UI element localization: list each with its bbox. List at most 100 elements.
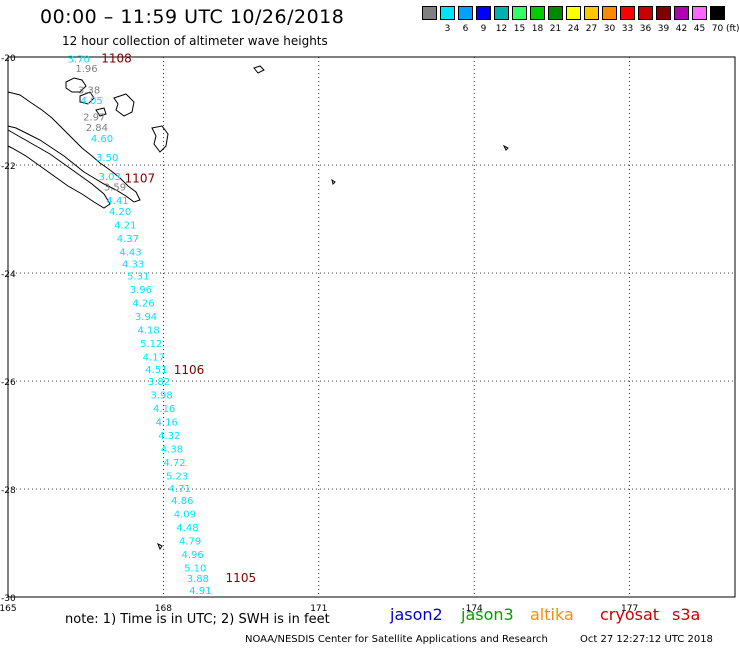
wave-height-value: 4.48 [176,523,198,534]
coastline [253,65,265,74]
longitude-label: 171 [310,604,327,614]
wave-height-value: 4.71 [169,484,191,495]
scale-swatch [548,6,563,20]
scale-label: 6 [462,24,469,34]
coastline [7,91,141,203]
page-subtitle: 12 hour collection of altimeter wave hei… [62,34,328,48]
scale-swatch [458,6,473,20]
scale-label: 30 [603,24,616,34]
wave-height-value: 3.03 [99,172,121,183]
scale-swatch [494,6,509,20]
longitude-label: 174 [466,604,483,614]
wave-height-value: 4.18 [138,326,160,337]
wave-height-value: 4.09 [174,509,196,520]
wave-height-value: 4.05 [81,96,103,107]
scale-label: 39 [657,24,670,34]
coastline [113,93,135,117]
wave-height-value: 2.97 [83,112,105,123]
pass-label: 1106 [174,363,205,377]
wave-height-value: 1.96 [75,64,97,75]
coastline [331,178,336,185]
wave-height-value: 3.94 [135,312,157,323]
wave-height-value: 4.20 [109,207,131,218]
coastline [151,125,169,153]
latitude-label: -22 [1,162,16,172]
scale-swatch [530,6,545,20]
wave-height-value: 4.17 [143,353,165,364]
coastline [7,129,111,209]
latitude-label: -30 [1,594,16,604]
pass-label: 1107 [125,172,156,186]
wave-height-value: 4.86 [171,496,193,507]
scale-label: 27 [585,24,598,34]
page-title: 00:00 – 11:59 UTC 10/26/2018 [40,6,345,28]
satellite-cryosat: cryosat [600,605,660,624]
scale-label: 3 [444,24,451,34]
longitude-label: 177 [621,604,638,614]
wave-height-value: 3.59 [104,183,126,194]
scale-label: 9 [480,24,487,34]
latitude-label: -24 [1,270,16,280]
wave-height-value: 3.50 [96,153,118,164]
satellite-s3a: s3a [672,605,701,624]
wave-height-value: 4.79 [179,536,201,547]
wave-height-value: 4.96 [182,550,204,561]
scale-swatch [602,6,617,20]
wave-height-value: 3.98 [150,391,172,402]
generated-timestamp: Oct 27 12:27:12 UTC 2018 [580,634,713,645]
scale-label: 18 [531,24,544,34]
wave-height-value: 4.91 [189,586,211,597]
scale-swatch [620,6,635,20]
scale-label: 24 [567,24,580,34]
wave-height-value: 5.23 [166,472,188,483]
coastline [65,77,87,93]
scale-swatch [692,6,707,20]
scale-swatch [566,6,581,20]
wave-height-value: 4.32 [158,431,180,442]
wave-height-value: 5.10 [184,563,206,574]
scale-swatch [674,6,689,20]
wave-height-value: 3.70 [68,55,90,66]
satellite-jason3: jason3 [461,605,514,624]
coastline [95,107,107,117]
footer-note: note: 1) Time is in UTC; 2) SWH is in fe… [65,612,330,627]
wave-height-value: 4.26 [132,299,154,310]
wave-height-value: 4.16 [156,418,178,429]
scale-swatch [584,6,599,20]
latitude-label: -28 [1,486,16,496]
satellite-jason2: jason2 [390,605,443,624]
scale-swatch [440,6,455,20]
map-frame [7,56,736,598]
satellite-altika: altika [530,605,574,624]
wave-height-value: 4.60 [91,134,113,145]
scale-label: 12 [495,24,508,34]
scale-label: 33 [621,24,634,34]
wave-height-value: 5.12 [140,339,162,350]
wave-height-value: 4.41 [106,196,128,207]
scale-swatch [656,6,671,20]
wave-height-value: 4.43 [119,247,141,258]
pass-label: 1108 [101,52,132,66]
wave-height-value: 2.84 [86,123,108,134]
wave-height-value: 3.96 [130,285,152,296]
longitude-label: 168 [155,604,172,614]
wave-height-value: 3.88 [187,574,209,585]
scale-unit: (ft) [726,24,740,34]
scale-swatch [422,6,437,20]
scale-label: 45 [693,24,706,34]
wave-height-value: 4.37 [117,234,139,245]
coastline [502,144,509,151]
latitude-label: -26 [1,378,16,388]
scale-label: 42 [675,24,688,34]
wave-height-value: 3.38 [78,85,100,96]
wave-height-value: 4.21 [114,220,136,231]
wave-height-value: 4.38 [161,445,183,456]
wave-height-value: 4.33 [122,259,144,270]
wave-height-value: 4.72 [163,458,185,469]
longitude-label: 165 [0,604,17,614]
latitude-label: -20 [1,54,16,64]
scale-label: 70 [711,24,724,34]
wave-height-value: 3.82 [148,377,170,388]
scale-label: 15 [513,24,526,34]
